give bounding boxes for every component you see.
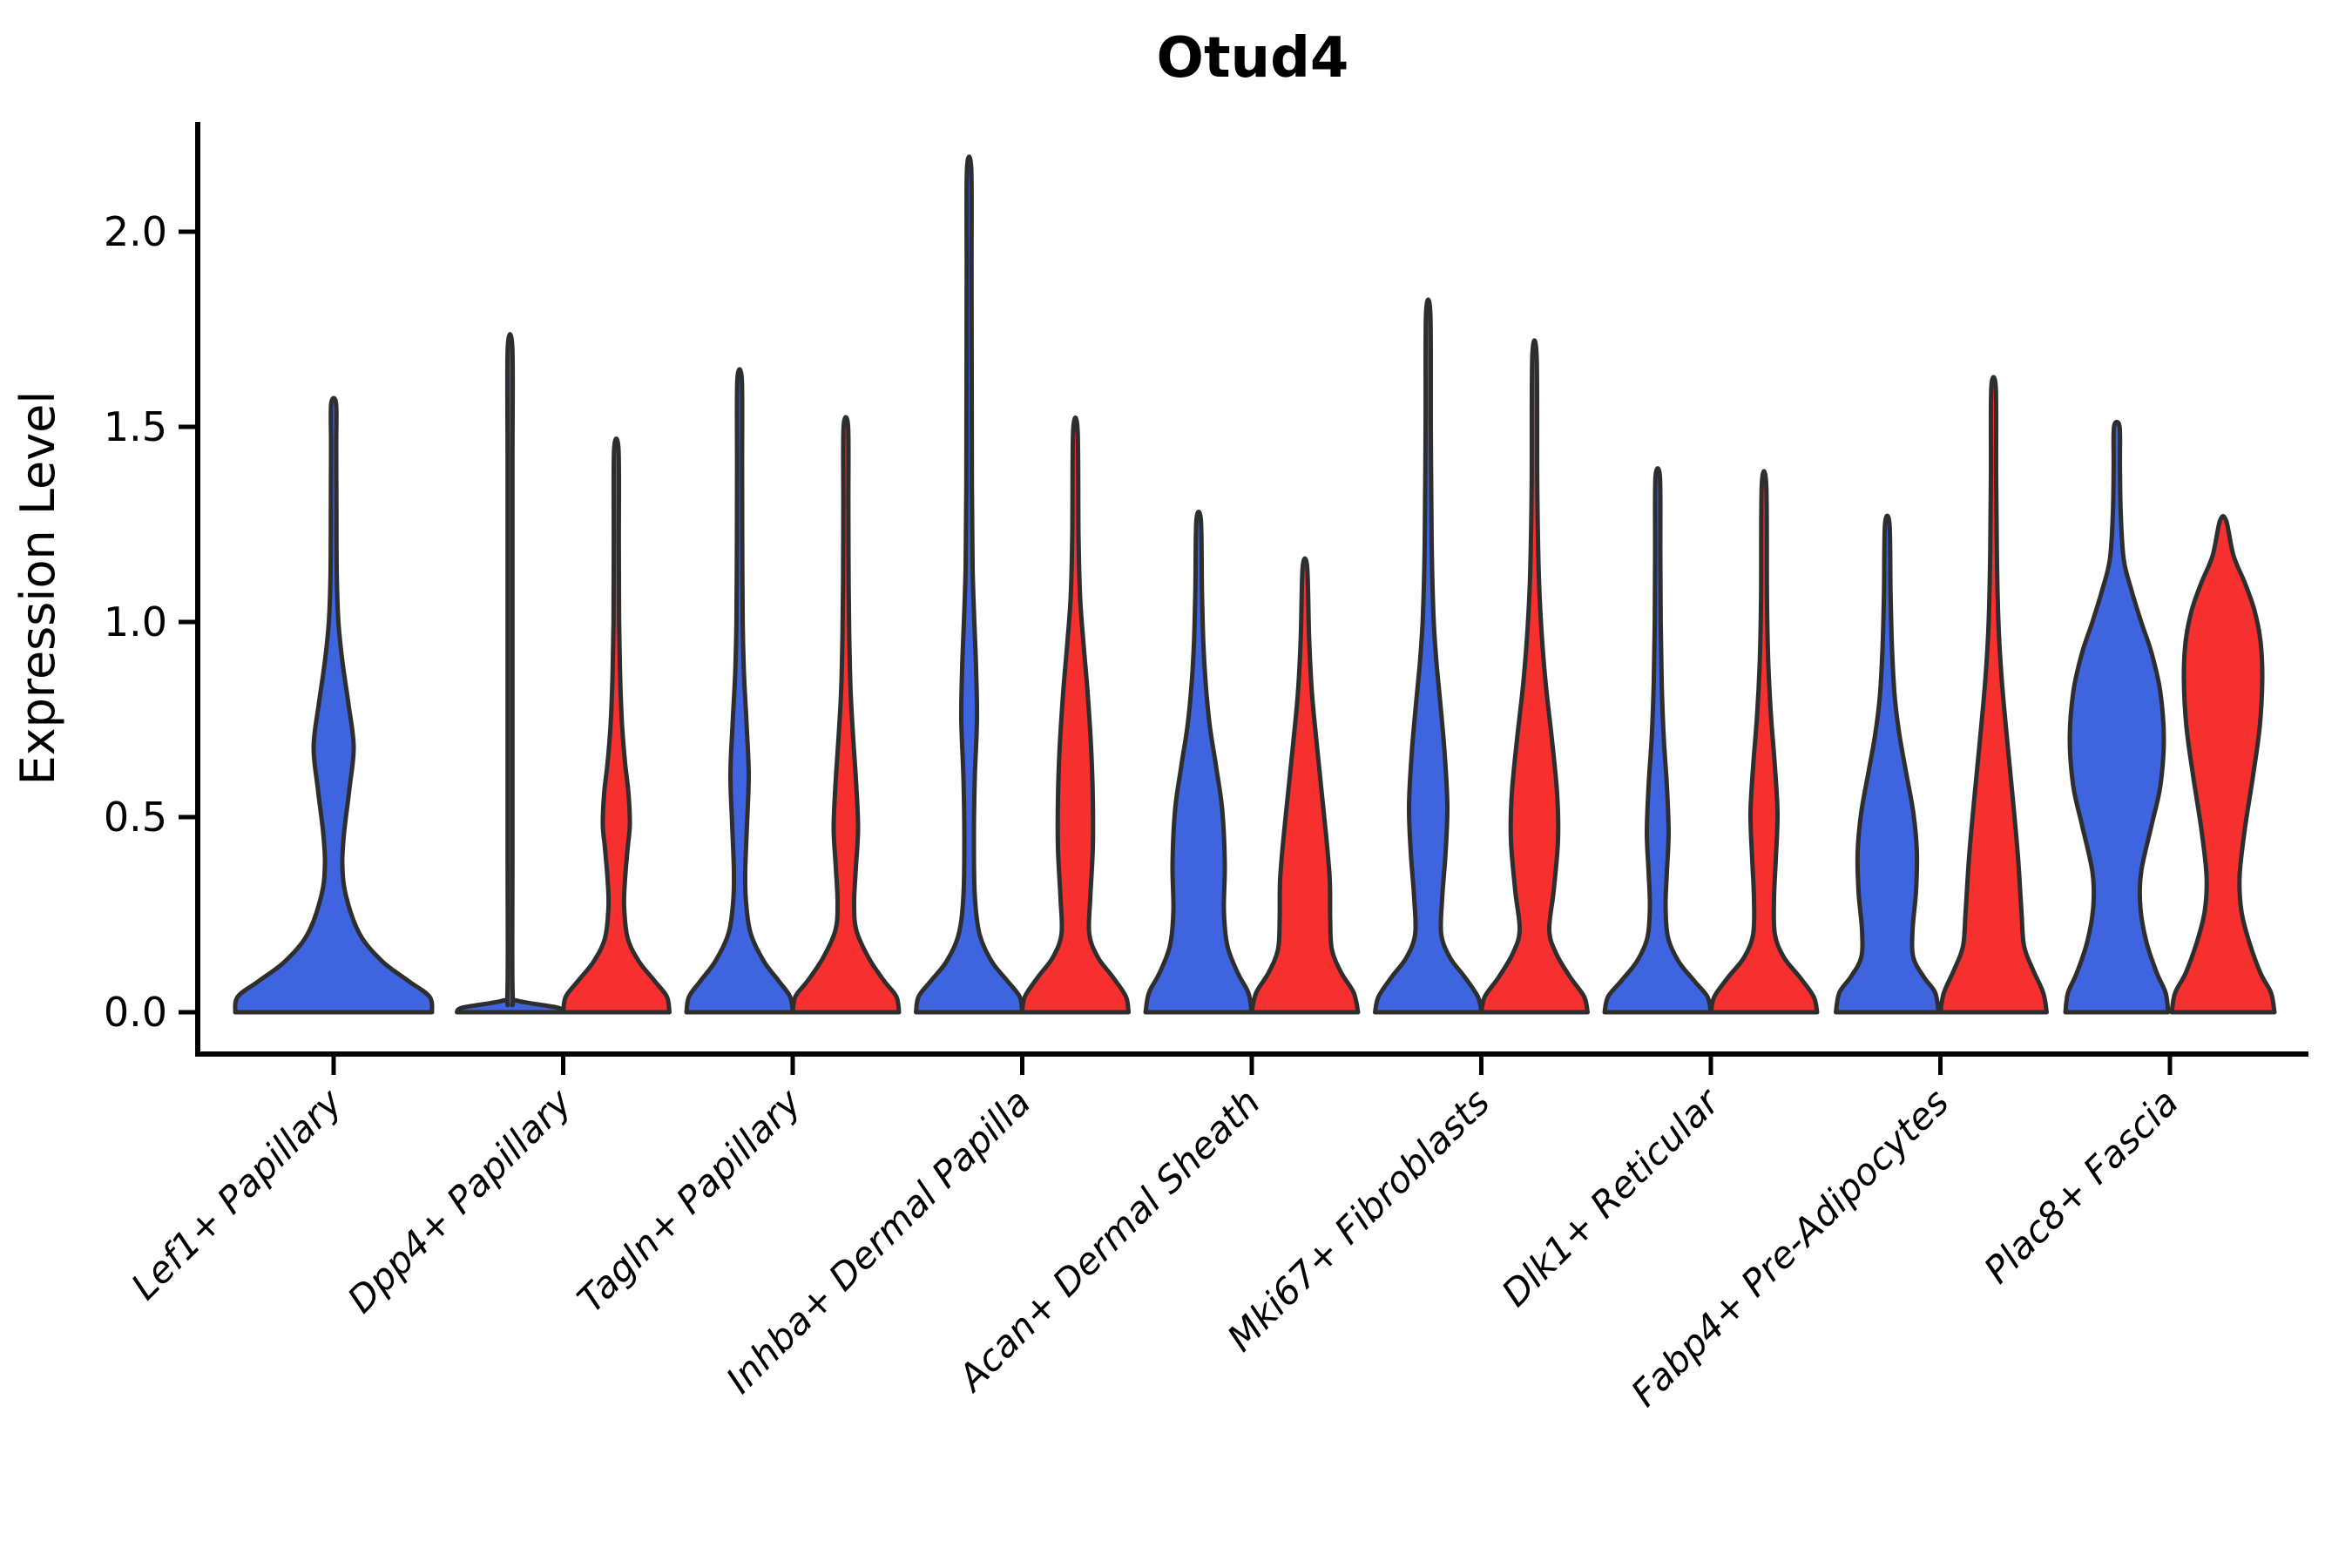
x-tick-label-mki67-fibroblasts: Mki67+ Fibroblasts [1219, 1080, 1497, 1359]
y-axis-title: Expression Level [10, 391, 65, 786]
chart-title: Otud4 [1157, 26, 1349, 91]
violin-tagln-papillary-blue [684, 367, 795, 1015]
y-tick-label-3: 1.5 [104, 403, 167, 450]
y-tick-label-1: 0.5 [104, 794, 167, 841]
x-tick-label-dpp4-papillary: Dpp4+ Papillary [339, 1080, 580, 1321]
violin-plac8-fascia-red [2169, 513, 2277, 1015]
violins-layer [233, 154, 2277, 1015]
x-tick-label-tagln-papillary: Tagln+ Papillary [569, 1080, 810, 1321]
x-tick-label-lef1-papillary: Lef1+ Papillary [123, 1080, 351, 1308]
x-tick-label-plac8-fascia: Plac8+ Fascia [1976, 1080, 2186, 1291]
violin-tagln-papillary-red [790, 415, 902, 1015]
y-tick-label-2: 1.0 [104, 598, 167, 645]
violin-mki67-fibroblasts-red [1479, 338, 1590, 1015]
violin-acan-dermal-sheath-blue [1143, 509, 1254, 1015]
violin-inhba-dermal-papilla-red [1020, 415, 1131, 1015]
violin-mki67-fibroblasts-blue [1373, 297, 1484, 1015]
violin-dlk1-reticular-red [1708, 469, 1820, 1015]
violin-plac8-fascia-blue [2063, 419, 2171, 1015]
violin-fabp4-pre-adipocytes-blue [1834, 513, 1941, 1015]
y-tick-label-4: 2.0 [104, 208, 167, 255]
violin-lef1-papillary-blue [233, 395, 435, 1015]
y-tick-label-0: 0.0 [104, 989, 167, 1036]
violin-inhba-dermal-papilla-blue [914, 154, 1024, 1015]
violin-dlk1-reticular-blue [1602, 466, 1713, 1015]
violin-acan-dermal-sheath-red [1249, 556, 1361, 1015]
x-tick-label-dlk1-reticular: Dlk1+ Reticular [1493, 1078, 1729, 1315]
violin-dpp4-papillary-red [561, 436, 672, 1015]
violin-dpp4-papillary-blue [455, 332, 565, 1015]
violin-fabp4-pre-adipocytes-red [1938, 375, 2049, 1015]
